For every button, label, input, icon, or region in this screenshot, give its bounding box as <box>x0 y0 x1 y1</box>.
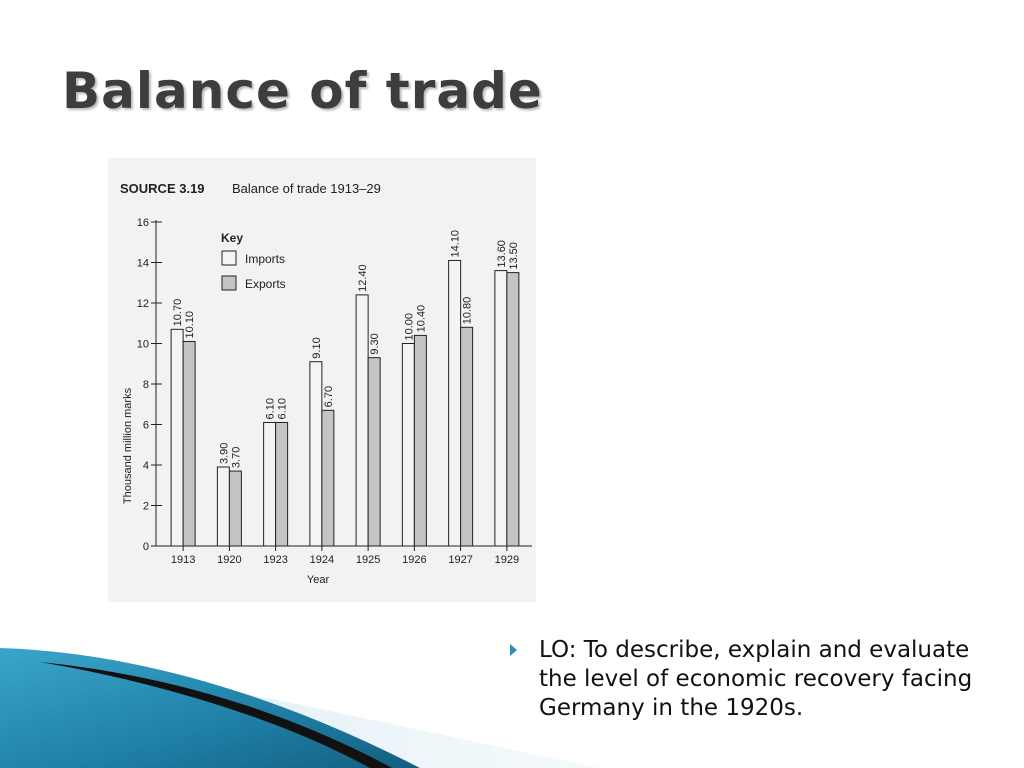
x-tick-label: 1924 <box>310 554 334 566</box>
bar-imports <box>448 259 462 547</box>
x-tick-label: 1923 <box>263 554 287 566</box>
bar-exports <box>460 326 474 547</box>
chart-figure: SOURCE 3.19 Balance of trade 1913–29 0 2 4… <box>108 158 536 602</box>
plot-area: 0 2 4 6 8 10 12 14 16 1913 10.70 10.10 1920 3.90 3.70 1… <box>137 217 532 566</box>
y-tick-label: 0 <box>143 541 149 553</box>
bar-imports <box>263 421 277 547</box>
data-label-imports: 9.10 <box>311 337 323 358</box>
y-tick-label: 6 <box>143 420 149 432</box>
bar-exports <box>182 340 196 547</box>
bar-imports <box>401 343 415 547</box>
bar-imports <box>216 466 230 547</box>
y-axis-label: Thousand million marks <box>122 387 134 504</box>
legend-label-imports: Imports <box>245 252 285 266</box>
x-tick-label: 1913 <box>171 554 195 566</box>
data-label-imports: 10.00 <box>403 313 415 341</box>
data-label-exports: 10.10 <box>184 311 196 339</box>
data-label-imports: 13.60 <box>496 240 508 268</box>
y-tick-label: 16 <box>137 217 149 229</box>
data-label-exports: 6.70 <box>323 386 335 407</box>
data-label-imports: 3.90 <box>218 443 230 464</box>
source-label: SOURCE 3.19 <box>120 181 205 196</box>
data-label-imports: 6.10 <box>265 398 277 419</box>
y-tick-label: 12 <box>137 298 149 310</box>
data-label-exports: 10.80 <box>462 297 474 325</box>
y-tick-label: 14 <box>137 258 149 270</box>
legend-swatch-exports <box>221 275 237 291</box>
data-label-exports: 10.40 <box>415 305 427 333</box>
learning-objective: LO: To describe, explain and evaluate th… <box>510 636 990 723</box>
learning-objective-text: LO: To describe, explain and evaluate th… <box>539 637 973 721</box>
x-axis-label: Year <box>307 574 330 586</box>
bar-exports <box>367 357 381 547</box>
legend-swatch-imports <box>221 250 237 266</box>
chart-legend: Key Imports Exports <box>221 231 286 291</box>
data-label-exports: 6.10 <box>277 398 289 419</box>
bar-exports <box>275 421 289 547</box>
bar-imports <box>494 270 508 547</box>
y-tick-label: 4 <box>143 460 149 472</box>
bar-exports <box>321 409 335 547</box>
bar-exports <box>506 272 520 547</box>
data-label-exports: 3.70 <box>230 447 242 468</box>
legend-title: Key <box>221 231 243 245</box>
data-label-imports: 12.40 <box>357 264 369 292</box>
legend-label-exports: Exports <box>245 277 286 291</box>
x-tick-label: 1925 <box>356 554 380 566</box>
bar-exports <box>413 334 427 547</box>
bar-imports <box>309 361 323 547</box>
bar-imports <box>170 328 184 547</box>
y-tick-label: 2 <box>143 501 149 513</box>
decorative-swoosh <box>0 648 600 768</box>
x-tick-label: 1926 <box>402 554 426 566</box>
y-tick-label: 10 <box>137 339 149 351</box>
x-tick-label: 1927 <box>448 554 472 566</box>
x-tick-label: 1929 <box>495 554 519 566</box>
bar-imports <box>355 294 369 547</box>
x-tick-label: 1920 <box>217 554 241 566</box>
swoosh-dark-stripe <box>40 662 392 768</box>
bar-exports <box>228 470 242 547</box>
slide-title: Balance of trade <box>62 62 543 120</box>
y-tick-label: 8 <box>143 379 149 391</box>
data-label-exports: 13.50 <box>508 242 520 270</box>
bullet-arrow-icon <box>510 644 517 656</box>
data-label-imports: 14.10 <box>450 230 462 258</box>
bar-chart: SOURCE 3.19 Balance of trade 1913–29 0 2 4… <box>120 181 532 586</box>
data-label-imports: 10.70 <box>172 299 184 327</box>
data-label-exports: 9.30 <box>369 333 381 354</box>
chart-title: Balance of trade 1913–29 <box>232 181 381 196</box>
